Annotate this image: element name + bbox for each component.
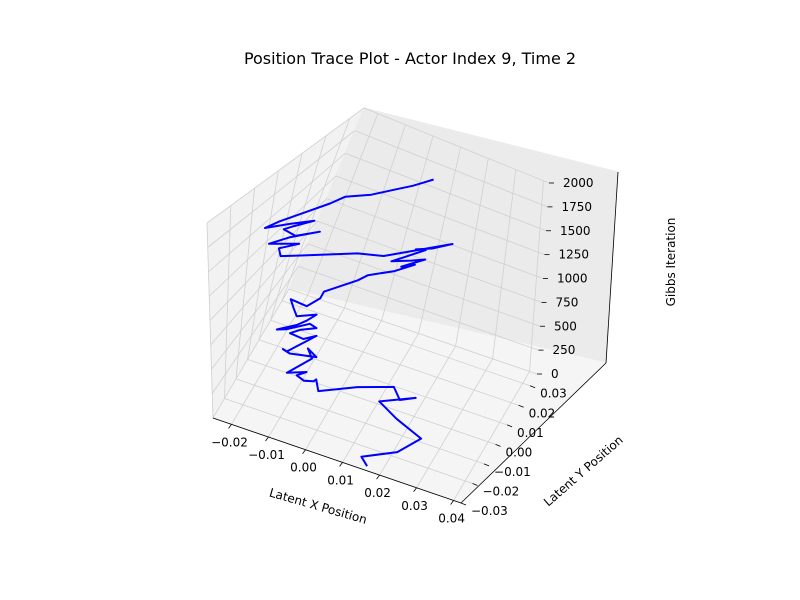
axis-lines [212,171,619,504]
y-tick-label: 0.02 [529,406,556,420]
x-tick-label: −0.01 [248,448,285,462]
y-tick-label: 0.03 [540,387,567,401]
z-gridline [335,175,545,255]
z-gridline [316,220,542,303]
trace-series [263,178,454,467]
x-gridline [342,333,419,463]
z-gridline [298,265,539,351]
x-tick-label: 0.02 [364,486,391,500]
z-tick-label: 1500 [560,224,591,238]
y-tick-label: 0.01 [517,426,544,440]
z-gridline [211,266,299,394]
z-tick-label: 0 [551,367,559,381]
y-tick [460,502,467,506]
x-gridline [305,320,382,450]
x-tick-label: −0.02 [211,435,248,449]
x-tick-label: 0.01 [327,473,354,487]
z-gridline [208,152,346,273]
z-axis-line [605,171,619,364]
z-gridline [209,198,327,321]
z-gridline [207,130,355,248]
x-tick [228,424,232,429]
z-gridline [210,220,318,346]
z-gridline [354,130,548,208]
y-tick [506,424,513,428]
z-gridline [212,288,290,419]
y-axis-label: Latent Y Position [541,433,626,509]
z-tick-label: 250 [553,343,576,357]
z-gridline [326,198,544,279]
z-axis-label: Gibbs Iteration [664,218,678,307]
y-tick [483,463,490,467]
z-gridline [288,288,538,375]
axes-panes [206,106,619,504]
z-gridline [345,152,547,232]
y-gridline [281,300,531,387]
y-gridline [224,398,473,484]
z-tick-label: 1750 [562,200,593,214]
trace-line [263,178,454,467]
x-tick [450,500,454,505]
x-tick [302,449,306,454]
z-tick-label: 2000 [563,176,594,190]
chart-title: Position Trace Plot - Actor Index 9, Tim… [244,49,576,68]
y-tick [529,385,536,389]
x-gridline [231,295,308,425]
z-tick-label: 1000 [557,272,588,286]
x-axis-label: Latent X Position [268,486,369,527]
z-gridline [363,107,550,184]
y-tick [518,404,524,408]
x-tick [376,474,380,480]
z-gridline [307,243,541,327]
y-tick-label: 0.00 [506,445,533,459]
z-tick-label: 500 [554,319,577,333]
y-gridline [270,319,519,406]
x-tick-label: 0.03 [401,499,428,513]
x-tick-label: 0.04 [438,511,465,525]
z-tick-label: 1250 [559,248,590,262]
gridlines [206,107,550,504]
x-gridline [416,358,493,488]
x-axis-ticks: −0.02−0.01 0.00 0.01 0.02 0.03 0.04 [211,424,465,525]
x-gridline [453,371,530,501]
y-tick-label: −0.02 [483,484,520,498]
y-tick [495,443,501,447]
z-axis-ticks: 0 250 500 750 1000 1250 1500 1750 2000 [537,176,594,381]
y-tick [472,483,478,486]
z-gridline [211,243,309,370]
y-tick-label: −0.03 [471,504,508,518]
z-gridline [208,175,337,297]
x-tick [265,436,269,442]
x-tick-label: 0.00 [290,461,317,475]
x-axis-line [212,417,462,504]
y-gridline [235,378,485,465]
z-gridline [206,107,365,224]
x-tick [339,462,343,467]
y-axis-line [460,362,607,504]
y-axis-ticks: −0.03 −0.02 −0.01 0.00 0.01 0.02 0.03 [460,385,567,518]
y-tick-label: −0.01 [494,465,531,479]
x-tick [413,487,417,493]
z-tick-label: 750 [556,295,579,309]
